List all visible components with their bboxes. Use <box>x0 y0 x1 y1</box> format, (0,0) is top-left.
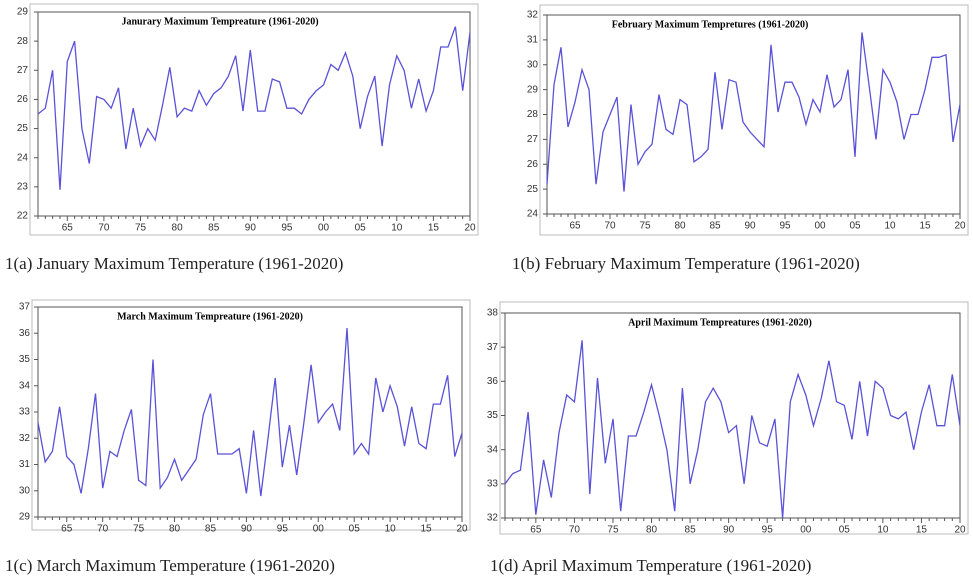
x-tick-label: 85 <box>208 223 220 234</box>
line-series <box>504 340 961 519</box>
y-tick-label: 25 <box>17 123 29 134</box>
x-tick-label: 70 <box>97 524 109 535</box>
x-tick-label: 05 <box>839 525 851 536</box>
y-tick-label: 30 <box>527 59 539 70</box>
chart-title: March Maximum Tempreature (1961-2020) <box>117 311 303 322</box>
x-tick-label: 15 <box>428 223 440 234</box>
x-tick-label: 05 <box>849 221 861 232</box>
x-tick-label: 80 <box>169 524 181 535</box>
y-tick-label: 26 <box>17 94 29 105</box>
x-tick-label: 20 <box>954 525 966 536</box>
y-tick-label: 33 <box>487 478 499 489</box>
x-tick-label: 15 <box>421 524 433 535</box>
x-tick-label: 90 <box>245 223 257 234</box>
y-tick-label: 22 <box>17 211 29 222</box>
y-tick-label: 35 <box>19 354 31 365</box>
x-tick-label: 90 <box>723 525 735 536</box>
x-tick-label: 65 <box>61 524 73 535</box>
y-tick-label: 24 <box>527 209 539 220</box>
y-tick-label: 32 <box>19 433 31 444</box>
x-tick-label: 10 <box>385 524 397 535</box>
x-tick-label: 90 <box>241 524 253 535</box>
x-tick-label: 95 <box>779 221 791 232</box>
x-tick-label: 75 <box>639 221 651 232</box>
x-tick-label: 10 <box>877 525 889 536</box>
y-tick-label: 30 <box>19 485 31 496</box>
y-tick-label: 36 <box>19 328 31 339</box>
y-tick-label: 37 <box>487 342 499 353</box>
x-tick-label: 65 <box>530 525 542 536</box>
x-tick-label: 85 <box>205 524 217 535</box>
x-tick-label: 80 <box>674 221 686 232</box>
y-tick-label: 27 <box>17 65 29 76</box>
y-tick-label: 36 <box>487 376 499 387</box>
x-tick-label: 75 <box>133 524 145 535</box>
chart-title: April Maximum Tempreatures (1961-2020) <box>628 317 812 328</box>
x-tick-label: 65 <box>62 223 74 234</box>
x-tick-label: 15 <box>919 221 931 232</box>
x-tick-label: 70 <box>98 223 110 234</box>
x-tick-label: 00 <box>814 221 826 232</box>
y-tick-label: 31 <box>19 459 31 470</box>
x-tick-label: 90 <box>744 221 756 232</box>
x-tick-label: 80 <box>646 525 658 536</box>
y-tick-label: 33 <box>19 407 31 418</box>
y-tick-label: 25 <box>527 184 539 195</box>
caption: 1(d) April Maximum Temperature (1961-202… <box>490 556 811 575</box>
x-tick-label: 10 <box>391 223 403 234</box>
y-tick-label: 28 <box>527 109 539 120</box>
x-tick-label: 95 <box>277 524 289 535</box>
plot-area <box>546 14 961 215</box>
y-tick-label: 27 <box>527 134 539 145</box>
y-tick-label: 35 <box>487 410 499 421</box>
x-tick-label: 70 <box>569 525 581 536</box>
caption: 1(a) January Maximum Temperature (1961-2… <box>5 254 343 273</box>
y-tick-label: 28 <box>17 36 29 47</box>
y-tick-label: 31 <box>527 35 539 46</box>
x-tick-label: 15 <box>916 525 928 536</box>
y-tick-label: 34 <box>487 444 499 455</box>
x-tick-label: 00 <box>318 223 330 234</box>
x-tick-label: 20 <box>456 524 468 535</box>
x-tick-label: 70 <box>604 221 616 232</box>
y-tick-label: 24 <box>17 152 29 163</box>
x-tick-label: 95 <box>281 223 293 234</box>
chart-title: February Maximum Tempretures (1961-2020) <box>612 19 809 30</box>
line-series <box>37 327 463 497</box>
plot-area <box>37 306 463 518</box>
x-tick-label: 00 <box>800 525 812 536</box>
y-tick-label: 38 <box>487 308 499 319</box>
chart-title: Janurary Maximum Tempreature (1961-2020) <box>121 16 318 27</box>
y-tick-label: 29 <box>19 512 31 523</box>
x-tick-label: 00 <box>313 524 325 535</box>
y-tick-label: 29 <box>17 7 29 18</box>
x-tick-label: 05 <box>355 223 367 234</box>
plot-area <box>37 11 471 217</box>
caption: 1(b) February Maximum Temperature (1961-… <box>512 254 860 273</box>
y-tick-label: 29 <box>527 84 539 95</box>
y-tick-label: 34 <box>19 380 31 391</box>
x-tick-label: 65 <box>569 221 581 232</box>
y-tick-label: 32 <box>487 513 499 524</box>
caption: 1(c) March Maximum Temperature (1961-202… <box>5 556 335 575</box>
line-series <box>37 26 471 190</box>
x-tick-label: 75 <box>607 525 619 536</box>
x-tick-label: 05 <box>349 524 361 535</box>
x-tick-label: 10 <box>884 221 896 232</box>
x-tick-label: 20 <box>464 223 476 234</box>
y-tick-label: 37 <box>19 302 31 313</box>
y-tick-label: 26 <box>527 159 539 170</box>
x-tick-label: 85 <box>709 221 721 232</box>
y-tick-label: 23 <box>17 181 29 192</box>
x-tick-label: 85 <box>685 525 697 536</box>
x-tick-label: 95 <box>762 525 774 536</box>
x-tick-label: 20 <box>954 221 966 232</box>
line-series <box>546 32 961 192</box>
x-tick-label: 75 <box>135 223 147 234</box>
y-tick-label: 32 <box>527 10 539 21</box>
x-tick-label: 80 <box>172 223 184 234</box>
